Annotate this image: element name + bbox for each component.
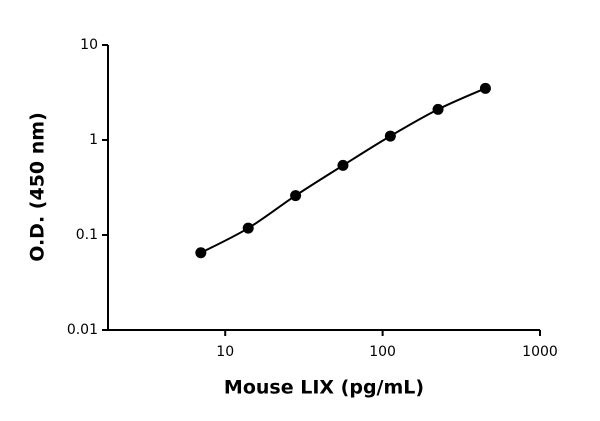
y-tick-label: 1 bbox=[89, 132, 98, 148]
data-point bbox=[242, 222, 254, 234]
data-point bbox=[337, 159, 349, 171]
x-tick-label: 10 bbox=[216, 344, 234, 360]
x-tick-label: 1000 bbox=[522, 344, 558, 360]
data-point bbox=[432, 103, 444, 115]
data-point bbox=[290, 190, 302, 202]
y-tick-label: 0.01 bbox=[67, 322, 98, 338]
y-tick-label: 10 bbox=[80, 37, 98, 53]
x-axis-label: Mouse LIX (pg/mL) bbox=[224, 377, 424, 399]
data-point bbox=[195, 247, 207, 259]
x-tick-label: 100 bbox=[369, 344, 396, 360]
data-point bbox=[479, 82, 491, 94]
data-point bbox=[384, 130, 396, 142]
y-axis-label: O.D. (450 nm) bbox=[27, 112, 49, 262]
y-tick-label: 0.1 bbox=[76, 227, 98, 243]
